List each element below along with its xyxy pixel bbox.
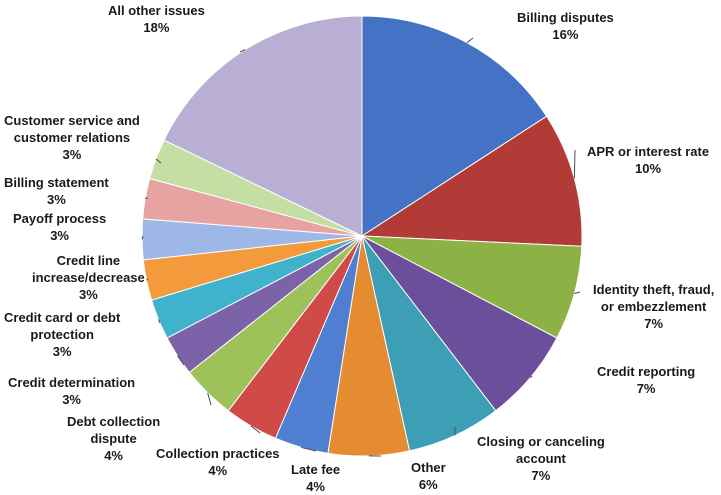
slice-label: Closing or canceling account 7% [477, 434, 605, 483]
leader-line [155, 158, 162, 164]
slice-label: Billing statement 3% [4, 175, 109, 207]
slice-name-label: account [516, 451, 567, 466]
slice-value-label: 3% [62, 392, 81, 407]
leader-line [141, 235, 144, 240]
leader-line [177, 355, 185, 366]
slice-label: Billing disputes 16% [517, 10, 614, 42]
slice-name-label: Credit line [57, 253, 121, 268]
leader-line [301, 446, 317, 452]
slice-value-label: 7% [644, 316, 663, 331]
leader-line [250, 425, 261, 434]
slice-label: Late fee 4% [291, 462, 340, 494]
slice-value-label: 3% [79, 287, 98, 302]
slice-value-label: 4% [306, 479, 325, 494]
slice-value-label: 7% [637, 381, 656, 396]
slice-name-label: Other [411, 460, 446, 475]
slice-name-label: APR or interest rate [587, 144, 709, 159]
leader-line [157, 319, 161, 324]
slice-value-label: 3% [53, 344, 72, 359]
slice-name-label: Billing statement [4, 175, 109, 190]
slice-name-label: increase/decrease [32, 270, 145, 285]
slice-value-label: 16% [552, 27, 578, 42]
slice-labels: Billing disputes 16% APR or interest rate 1… [4, 3, 714, 494]
leader-line [207, 392, 212, 406]
slice-value-label: 10% [635, 161, 661, 176]
slice-label: Collection practices 4% [156, 446, 280, 478]
leader-lines [141, 37, 581, 457]
slice-value-label: 3% [63, 147, 82, 162]
slice-name-label: Payoff process [13, 211, 106, 226]
slice-name-label: protection [30, 327, 94, 342]
slice-label: Credit determination 3% [8, 375, 135, 407]
slice-name-label: Late fee [291, 462, 340, 477]
slice-value-label: 3% [50, 228, 69, 243]
leader-line [529, 375, 533, 379]
slice-label: Credit reporting 7% [597, 364, 695, 396]
slice-name-label: Credit card or debt [4, 310, 121, 325]
slice-label: Identity theft, fraud, or embezzlement 7% [593, 282, 714, 331]
slice-name-label: Billing disputes [517, 10, 614, 25]
slice-label: APR or interest rate 10% [587, 144, 709, 176]
slice-value-label: 4% [104, 448, 123, 463]
slice-name-label: Credit reporting [597, 364, 695, 379]
slice-value-label: 3% [47, 192, 66, 207]
slice-name-label: customer relations [14, 130, 130, 145]
slice-name-label: Customer service and [4, 113, 140, 128]
slice-name-label: dispute [91, 431, 137, 446]
slice-name-label: Debt collection [67, 414, 160, 429]
slice-name-label: All other issues [108, 3, 205, 18]
leader-line [239, 49, 246, 53]
slice-label: Credit card or debt protection 3% [4, 310, 121, 359]
pie-slice [360, 115, 583, 247]
slice-name-label: Credit determination [8, 375, 135, 390]
leader-line [146, 278, 149, 281]
leader-line [573, 149, 576, 179]
slice-label: Payoff process 3% [13, 211, 106, 243]
slice-value-label: 18% [143, 20, 169, 35]
leader-line [574, 291, 581, 294]
slice-label: Other 6% [411, 460, 446, 492]
leader-line [466, 37, 474, 44]
slice-value-label: 4% [208, 463, 227, 478]
slice-name-label: Collection practices [156, 446, 280, 461]
leader-line [145, 197, 149, 200]
slice-value-label: 7% [532, 468, 551, 483]
slice-name-label: Closing or canceling [477, 434, 605, 449]
slice-name-label: or embezzlement [601, 299, 707, 314]
slice-label: Customer service and customer relations 3% [4, 113, 140, 162]
pie-slices [141, 15, 583, 457]
pie-slice [361, 15, 548, 237]
slice-label: All other issues 18% [108, 3, 205, 35]
slice-label: Credit line increase/decrease 3% [32, 253, 145, 302]
slice-name-label: Identity theft, fraud, [593, 282, 714, 297]
slice-label: Debt collection dispute 4% [67, 414, 160, 463]
slice-value-label: 6% [419, 477, 438, 492]
